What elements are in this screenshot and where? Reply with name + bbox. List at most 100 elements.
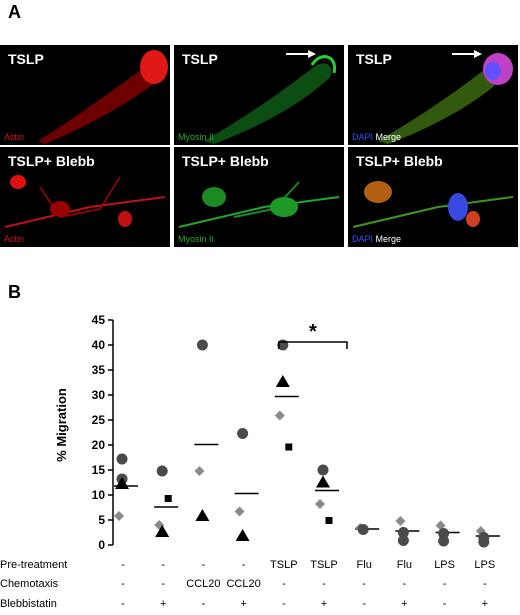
data-point-triangle [115, 477, 129, 489]
data-point-diamond [315, 499, 325, 509]
condition-cell: - [362, 598, 367, 610]
condition-cell: - [161, 559, 166, 571]
condition-cell: + [320, 598, 328, 610]
data-point-diamond [234, 506, 245, 517]
data-point-square [285, 443, 293, 451]
stain-label: Actin [4, 234, 25, 244]
chart-marks: * [114, 321, 500, 548]
micrograph-tslp-myosin: TSLP Myosin II [174, 45, 344, 145]
chart-axes: 0 5 10 15 20 25 30 35 40 45 [92, 313, 114, 552]
condition-cell: - [281, 598, 286, 610]
condition-label: Chemotaxis [0, 578, 59, 590]
actin-cell-image [4, 175, 166, 228]
merge-cell-image [352, 181, 514, 228]
data-point-circle [357, 524, 369, 535]
image-title: TSLP [8, 51, 44, 67]
condition-cell: + [481, 598, 489, 610]
migration-scatter-chart: 0 5 10 15 20 25 30 35 40 45 * % Migration [54, 313, 500, 552]
data-point-circle [397, 527, 409, 538]
condition-cell: - [442, 578, 447, 590]
condition-cell: + [240, 598, 247, 610]
micrograph-blebb-myosin: TSLP+ Blebb Myosin II [174, 147, 344, 247]
condition-cell: - [241, 559, 246, 571]
condition-cell: LPS [474, 559, 496, 571]
image-title: TSLP+ Blebb [182, 153, 269, 169]
y-tick-label: 5 [98, 513, 105, 527]
actin-cell-image [38, 50, 168, 144]
image-title: TSLP+ Blebb [8, 153, 95, 169]
micrograph-blebb-actin: TSLP+ Blebb Actin [0, 147, 170, 247]
myosin-cell-image [204, 50, 337, 144]
condition-cell: TSLP [270, 559, 298, 571]
condition-cell: Flu [396, 559, 413, 571]
y-tick-label: 40 [92, 338, 106, 352]
condition-label: Pre-treatment [0, 559, 68, 571]
stain-label: Actin [4, 132, 25, 142]
y-tick-label: 45 [92, 313, 106, 327]
condition-cell: LPS [434, 559, 455, 571]
y-tick-label: 20 [92, 438, 106, 452]
condition-row-chemotaxis: Chemotaxis - - CCL20 CCL20 - - - - - - [0, 578, 520, 594]
condition-cell: CCL20 [186, 578, 221, 590]
data-point-circle [478, 536, 490, 548]
data-point-square [164, 495, 172, 502]
condition-cell: - [161, 578, 166, 590]
data-point-circle [438, 535, 450, 547]
data-point-diamond [114, 511, 124, 521]
significance-star: * [309, 321, 317, 343]
data-point-diamond [435, 520, 446, 531]
data-point-diamond [274, 410, 285, 421]
data-point-triangle [195, 509, 210, 521]
condition-cell: Flu [356, 559, 372, 571]
panel-a-letter: A [8, 2, 21, 22]
condition-cell: - [201, 559, 206, 571]
y-tick-label: 30 [92, 388, 106, 402]
y-tick-label: 15 [92, 463, 106, 477]
condition-cell: - [121, 559, 125, 571]
y-tick-label: 0 [98, 538, 105, 552]
data-point-diamond [194, 466, 205, 476]
condition-cell: - [201, 598, 206, 610]
condition-row-blebbistatin: Blebbistatin - + - + - + - + - + [0, 598, 520, 614]
data-point-triangle [235, 529, 250, 541]
data-point-circle [156, 465, 168, 477]
condition-cell: CCL20 [226, 578, 261, 590]
condition-cell: TSLP [310, 559, 338, 571]
y-tick-label: 35 [92, 363, 106, 377]
data-point-circle [317, 464, 329, 476]
image-title: TSLP [182, 51, 218, 67]
stain-label: DAPI Merge [352, 132, 402, 142]
data-point-triangle [155, 525, 170, 537]
stain-label: Myosin II [178, 132, 215, 142]
data-point-diamond [395, 516, 406, 526]
data-point-triangle [316, 475, 330, 488]
condition-cell: - [121, 578, 125, 590]
data-point-circle [237, 428, 249, 439]
condition-cell: + [401, 598, 408, 610]
condition-cell: - [482, 578, 487, 590]
y-axis-label: % Migration [54, 388, 69, 462]
micrograph-blebb-merge: TSLP+ Blebb DAPI Merge [348, 147, 518, 247]
y-tick-label: 10 [92, 488, 106, 502]
data-point-circle [397, 535, 409, 546]
condition-cell: - [281, 578, 286, 590]
data-point-circle [116, 453, 128, 465]
image-title: TSLP+ Blebb [356, 153, 443, 169]
myosin-cell-image [178, 181, 340, 228]
condition-cell: - [121, 598, 125, 610]
data-point-square [325, 517, 333, 524]
condition-cell: - [362, 578, 367, 590]
micrograph-tslp-merge: TSLP DAPI Merge [348, 45, 518, 145]
y-tick-label: 25 [92, 413, 106, 427]
condition-row-pretreatment: Pre-treatment - - - - TSLP TSLP Flu Flu LPS LPS [0, 559, 520, 575]
panel-b-letter: B [8, 282, 21, 302]
condition-cell: - [402, 578, 407, 590]
condition-label: Blebbistatin [0, 598, 57, 610]
condition-cell: - [442, 598, 447, 610]
data-point-triangle [275, 375, 290, 387]
significance-bracket [278, 341, 348, 349]
micrograph-tslp-actin: TSLP Actin [0, 45, 170, 145]
stain-label: DAPI Merge [352, 234, 402, 244]
image-title: TSLP [356, 51, 392, 67]
condition-cell: + [159, 598, 167, 610]
